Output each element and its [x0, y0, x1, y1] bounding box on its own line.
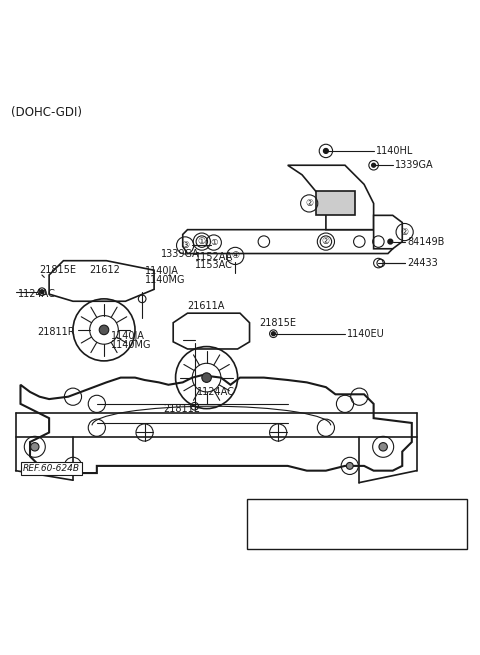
Circle shape [99, 325, 109, 335]
Text: 21612: 21612 [90, 265, 120, 275]
Text: 1339GA: 1339GA [395, 160, 434, 170]
Polygon shape [173, 313, 250, 349]
Text: 21811R: 21811R [37, 328, 75, 337]
Text: 1153AC: 1153AC [195, 261, 232, 271]
Circle shape [31, 443, 39, 451]
Circle shape [388, 239, 393, 244]
Text: (DOHC-GDI): (DOHC-GDI) [11, 105, 82, 119]
Text: ②: ② [401, 227, 408, 236]
Text: REF.60-624B: REF.60-624B [23, 464, 80, 473]
Text: ①: ① [198, 237, 206, 246]
Text: 1124AC: 1124AC [18, 289, 56, 299]
Circle shape [202, 373, 211, 383]
Text: ①: ① [210, 238, 217, 247]
Text: 21611A: 21611A [188, 301, 225, 310]
Circle shape [272, 332, 276, 335]
Text: NOTE: NOTE [259, 504, 289, 514]
Text: 21815E: 21815E [259, 318, 296, 328]
Text: 1124AC: 1124AC [197, 387, 235, 397]
Circle shape [324, 149, 328, 153]
Text: ④: ④ [231, 252, 240, 261]
Text: ②: ② [322, 237, 330, 246]
Circle shape [372, 163, 375, 167]
Text: 1140JA: 1140JA [144, 266, 179, 276]
Circle shape [379, 443, 387, 451]
Text: 1152AA: 1152AA [195, 252, 233, 262]
Text: 21815E: 21815E [39, 265, 77, 275]
Text: 1339GA: 1339GA [161, 248, 200, 259]
Text: ③: ③ [181, 241, 189, 250]
Text: 1140HL: 1140HL [376, 146, 413, 156]
FancyBboxPatch shape [247, 499, 467, 550]
Circle shape [40, 290, 44, 293]
Text: 1140EU: 1140EU [348, 329, 385, 339]
Text: ②: ② [305, 199, 313, 208]
Text: 24433: 24433 [407, 258, 438, 268]
Text: 1140MG: 1140MG [144, 275, 185, 285]
Text: 1140MG: 1140MG [111, 340, 152, 350]
Polygon shape [373, 215, 402, 249]
Text: 1140JA: 1140JA [111, 331, 145, 341]
Circle shape [70, 462, 76, 470]
Text: THE NO. 21830 :①~④: THE NO. 21830 :①~④ [259, 529, 381, 539]
Polygon shape [21, 375, 412, 473]
Polygon shape [316, 191, 355, 215]
Circle shape [347, 462, 353, 470]
Polygon shape [288, 165, 373, 230]
Text: 84149B: 84149B [407, 236, 444, 246]
Polygon shape [183, 230, 393, 253]
Polygon shape [49, 261, 154, 301]
Text: 21811L: 21811L [164, 403, 200, 413]
